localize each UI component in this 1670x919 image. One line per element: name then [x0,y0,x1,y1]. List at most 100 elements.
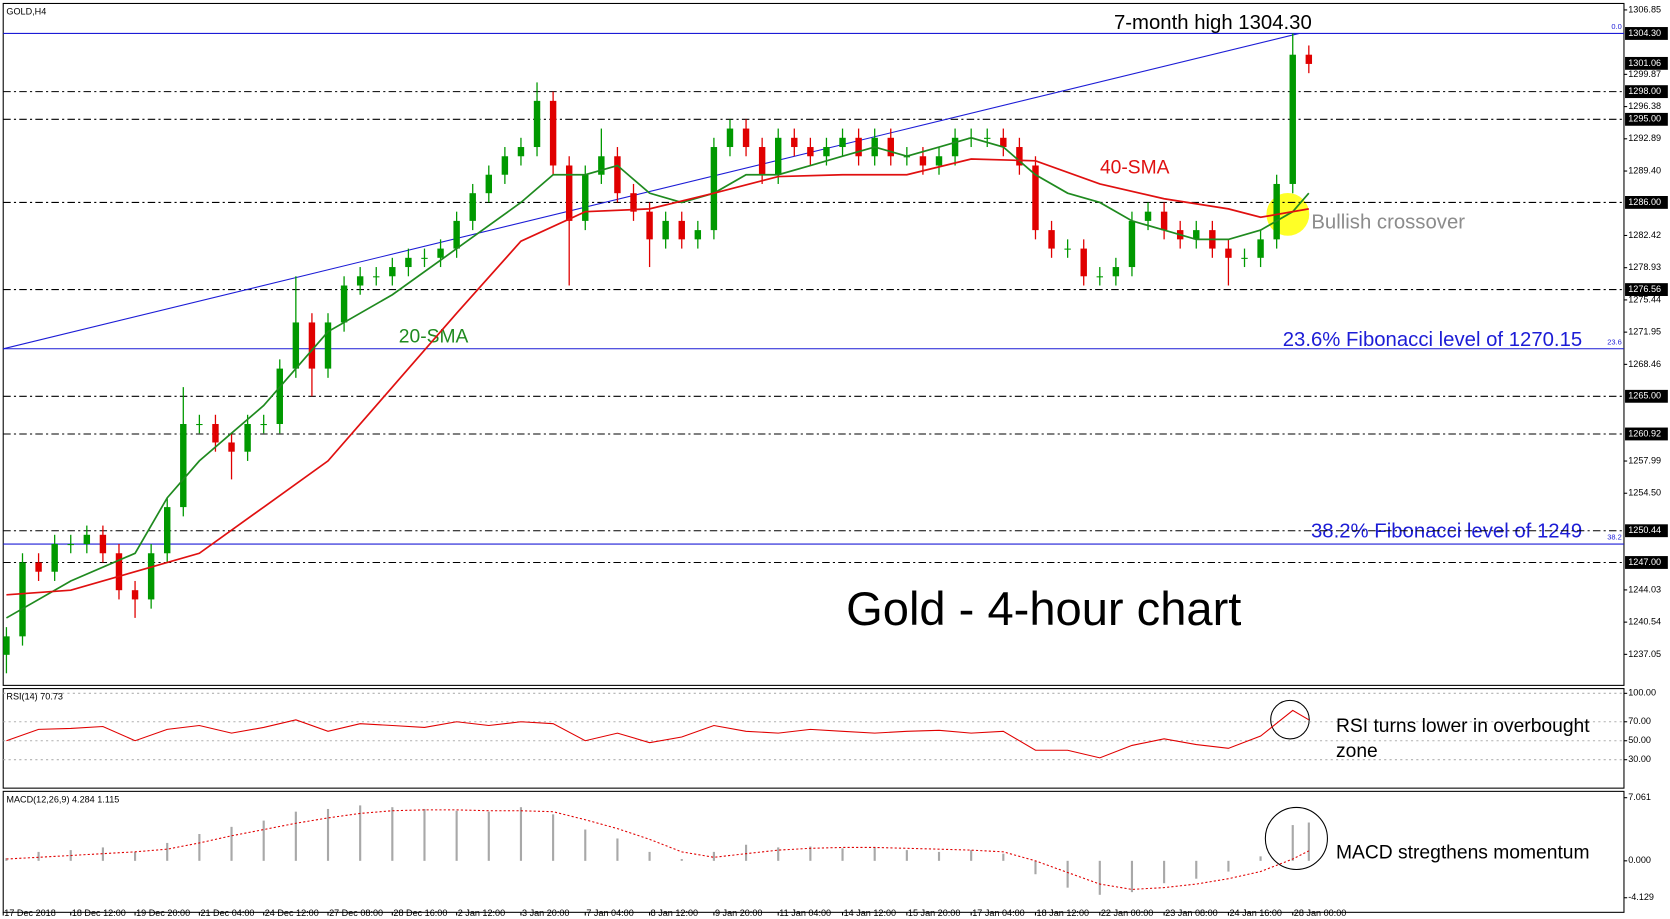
candle-body [951,137,959,157]
x-tick-label: 22 Jan 00:00 [1101,908,1154,918]
level-label: 1265.00 [1628,391,1661,401]
level-label: 1295.00 [1628,114,1661,124]
level-box [1625,112,1668,126]
y-tick-label: 1296.38 [1628,101,1661,111]
candle-body [228,442,235,452]
candle-body [131,590,139,600]
x-tick-label: 14 Jan 12:00 [844,908,897,918]
candle-body [164,507,171,554]
y-tick-label: 30.00 [1628,754,1651,764]
y-tick-label: 70.00 [1628,716,1651,726]
candle-body [1000,137,1007,148]
candle-body [646,211,653,240]
candle-body [1225,248,1232,258]
level-box [1625,389,1668,403]
candle-body [662,220,669,240]
level-label: 1276.56 [1628,284,1661,294]
x-tick-label: 11 Jan 04:00 [779,908,831,918]
candle-body [1096,276,1104,278]
x-tick-label: 19 Dec 20:00 [136,908,190,918]
y-tick-label: 1275.44 [1628,294,1661,304]
candle-body [742,128,750,148]
annotation: 7-month high 1304.30 [1114,12,1312,34]
sma-line [6,158,1309,596]
level-box [1625,556,1668,569]
level-box [1625,427,1668,441]
sma-line [5,136,1310,619]
candle-body [324,322,332,369]
x-tick-label: 18 Dec 12:00 [72,908,126,918]
annotation: MACD stregthens momentum [1336,843,1590,864]
candle-body [533,100,541,148]
x-tick-label: 18 Jan 12:00 [1037,908,1090,918]
candle-body [51,544,58,572]
candle-body [83,534,91,545]
candle-body [984,137,991,139]
fib-tag: 23.6 [1607,337,1622,346]
candle-body [356,276,364,286]
level-box [1625,27,1668,40]
y-tick-label: 50.00 [1628,735,1651,745]
panel-title: MACD(12,26,9) 4.284 1.115 [6,794,119,804]
candle-body [823,147,830,157]
candle-body [405,257,412,268]
panel-title: RSI(14) 70.73 [6,692,63,702]
candle-body [1160,211,1168,231]
annotation: 38.2% Fibonacci level of 1249 [1311,521,1582,543]
x-tick-label: 17 Jan 04:00 [972,908,1025,918]
series-label: 40-SMA [1100,157,1170,178]
y-tick-label: -4.129 [1628,892,1654,902]
candle-body [1193,230,1200,240]
candle-body [485,174,493,194]
annotation: RSI turns lower in overbought [1336,716,1590,737]
candle-body [710,147,718,231]
series-label: 20-SMA [399,327,469,348]
level-box [1625,283,1668,297]
candle-body [1257,239,1264,258]
panel-title: GOLD,H4 [6,6,46,16]
candle-body [726,128,734,148]
candle-body [549,100,557,166]
candle-body [1289,54,1296,184]
candle-body [35,562,42,572]
macd-circle [1264,806,1328,871]
candle-body [1032,165,1039,231]
candle-body [19,562,26,637]
candle-body [260,424,267,426]
annotation: Gold - 4-hour chart [846,582,1241,635]
y-tick-label: 1292.89 [1628,133,1661,143]
candle-body [276,368,283,425]
candle-body [340,285,348,323]
main-panel [2,2,1625,686]
candle-body [1080,248,1087,277]
candle-body [565,165,573,221]
candle-body [373,276,380,278]
x-tick-label: 28 Dec 16:00 [393,908,447,918]
candle-body [292,322,300,369]
candle-body [935,156,943,166]
candle-body [630,193,637,212]
candle-body [99,534,107,554]
x-tick-label: 17 Dec 2018 [4,908,55,918]
candle-body [1241,257,1248,259]
rsi-line [6,709,1310,759]
level-label: 1286.00 [1628,197,1661,207]
annotation: zone [1336,741,1378,762]
candle-body [453,220,460,249]
candle-body [919,156,927,166]
price-box [1625,56,1668,70]
x-tick-label: 2 Jan 12:00 [458,908,505,918]
signal-line [6,809,1310,890]
trendline [3,32,1300,350]
y-tick-label: 7.061 [1628,792,1651,802]
candle-body [501,156,509,175]
x-tick-label: 8 Jan 12:00 [651,908,698,918]
candle-body [421,257,428,259]
price-label: 1301.06 [1628,58,1661,68]
level-label: 1247.00 [1628,557,1661,567]
candle-body [67,544,74,546]
candle-body [469,193,476,221]
candle-body [212,424,219,443]
